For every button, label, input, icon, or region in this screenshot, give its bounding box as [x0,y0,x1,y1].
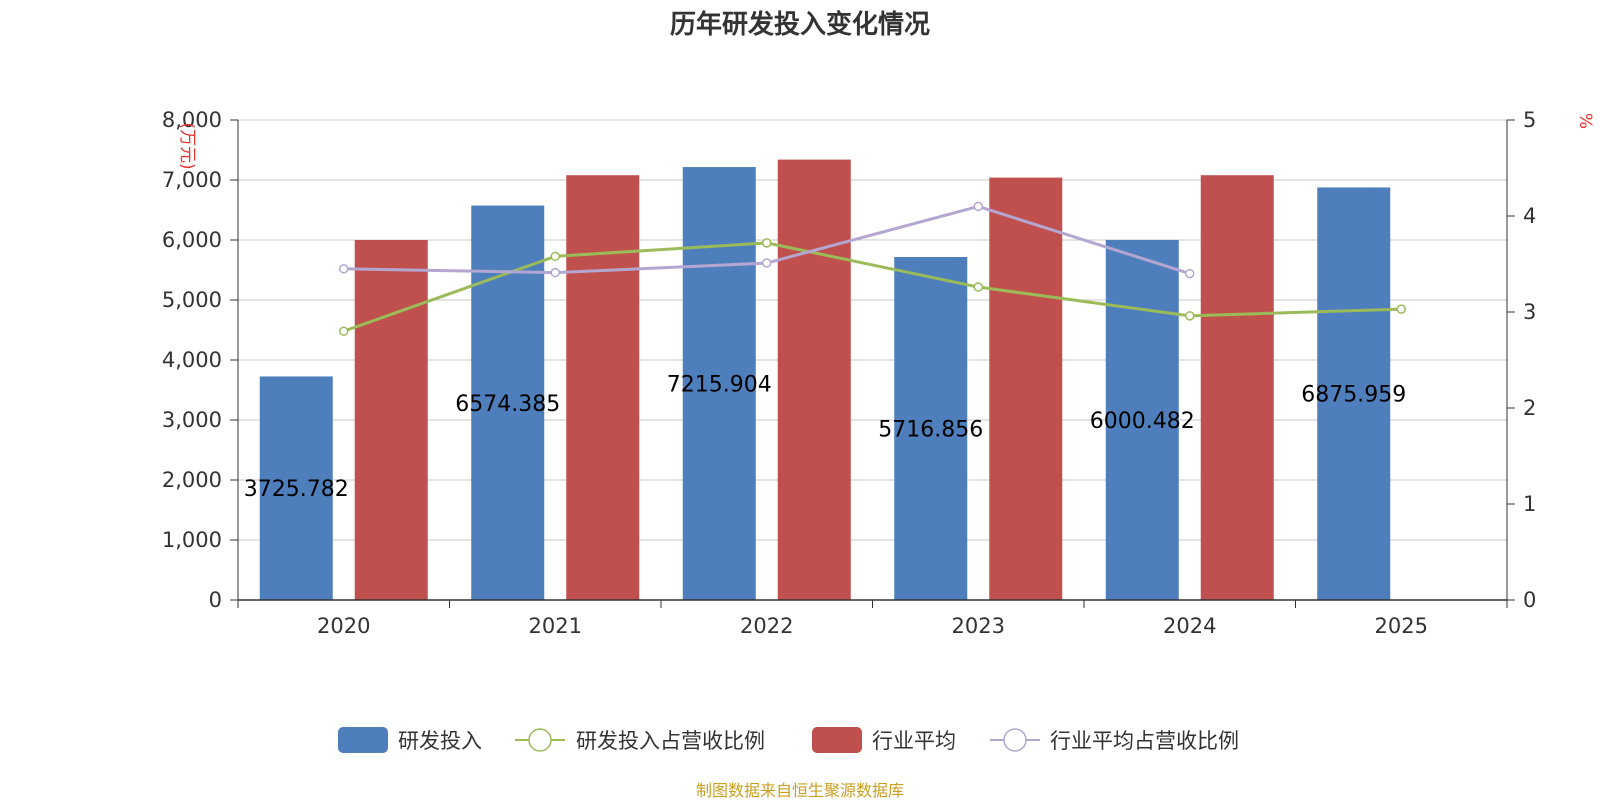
data-label-2025: 6875.959 [1301,383,1406,408]
x-axis-tick-label: 2024 [1163,614,1216,638]
left-axis-tick-label: 4,000 [162,348,222,372]
point-industry-ratio [1185,268,1195,279]
bar-rd-2024 [1105,239,1179,601]
axes-layer: 0 1,000 2,000 3,000 4,000 5,000 6,000 7,000 8,00… [162,108,1595,638]
point-rd-ratio [973,282,983,292]
legend-label-1: 研发投入占营收比例 [576,729,765,753]
bar-industry-2023 [989,177,1063,600]
grid-lines [238,119,1507,541]
point-rd-ratio [1185,311,1195,321]
left-axis-tick-label: 6,000 [162,228,222,252]
data-label-2020: 3725.782 [244,477,349,502]
legend-swatch-2 [812,727,862,753]
bar-industry-2024 [1200,175,1274,600]
legend-swatch-0 [338,727,388,753]
left-axis-tick-label: 1,000 [162,528,222,552]
left-axis-tick-label: 2,000 [162,468,222,492]
point-rd-ratio [762,238,772,248]
legend-marker-1 [528,728,552,752]
x-axis-tick-label: 2020 [317,614,370,638]
point-industry-ratio [339,264,349,274]
data-label-2024: 6000.482 [1090,409,1195,434]
bar-rd-2022 [682,167,756,600]
bar-rd-2020 [259,376,333,600]
x-axis-tick-label: 2023 [952,614,1005,638]
right-axis-tick-label: 3 [1523,300,1536,324]
data-source-note: 制图数据来自恒生聚源数据库 [696,781,904,800]
legend-marker-3 [1003,728,1027,752]
legend-label-2: 行业平均 [872,729,956,753]
right-axis-tick-label: 4 [1523,204,1536,228]
bar-industry-2020 [354,240,428,600]
chart-title: 历年研发投入变化情况 [670,9,930,40]
left-axis-unit: (万元) [177,122,197,169]
bar-rd-2023 [894,256,968,600]
data-labels-layer: 3725.782 6574.385 7215.904 5716.856 6000.482… [244,373,1406,503]
point-rd-ratio [1396,304,1406,314]
legend-label-0: 研发投入 [398,729,482,753]
x-axis-tick-label: 2022 [740,614,793,638]
legend: 研发投入 研发投入占营收比例 行业平均 行业平均占营收比例 [338,727,1239,753]
point-industry-ratio [973,201,983,212]
right-axis-tick-label: 2 [1523,396,1536,420]
x-axis-tick-label: 2021 [529,614,582,638]
point-rd-ratio [339,326,349,336]
left-axis-tick-label: 3,000 [162,408,222,432]
left-axis-tick-label: 5,000 [162,288,222,312]
data-label-2023: 5716.856 [878,417,983,442]
legend-label-3: 行业平均占营收比例 [1050,729,1239,753]
point-industry-ratio [762,258,772,268]
left-axis-tick-label: 7,000 [162,168,222,192]
right-axis-tick-label: 5 [1523,108,1536,132]
bar-rd-2025 [1317,187,1391,601]
right-axis-unit: % [1575,113,1595,129]
line-rd-ratio [343,241,1402,333]
data-label-2022: 7215.904 [667,373,772,398]
point-rd-ratio [550,251,560,262]
point-industry-ratio [550,267,560,278]
bar-industry-2022 [777,159,851,600]
x-axis-tick-label: 2025 [1375,614,1428,638]
lines-layer [339,201,1406,336]
left-axis-tick-label: 8,000 [162,108,222,132]
bars-layer [259,159,1391,601]
left-axis-tick-label: 0 [209,588,222,612]
data-label-2021: 6574.385 [455,392,560,417]
right-axis-tick-label: 1 [1523,492,1536,516]
bar-industry-2021 [566,175,640,600]
right-axis-tick-label: 0 [1523,588,1536,612]
